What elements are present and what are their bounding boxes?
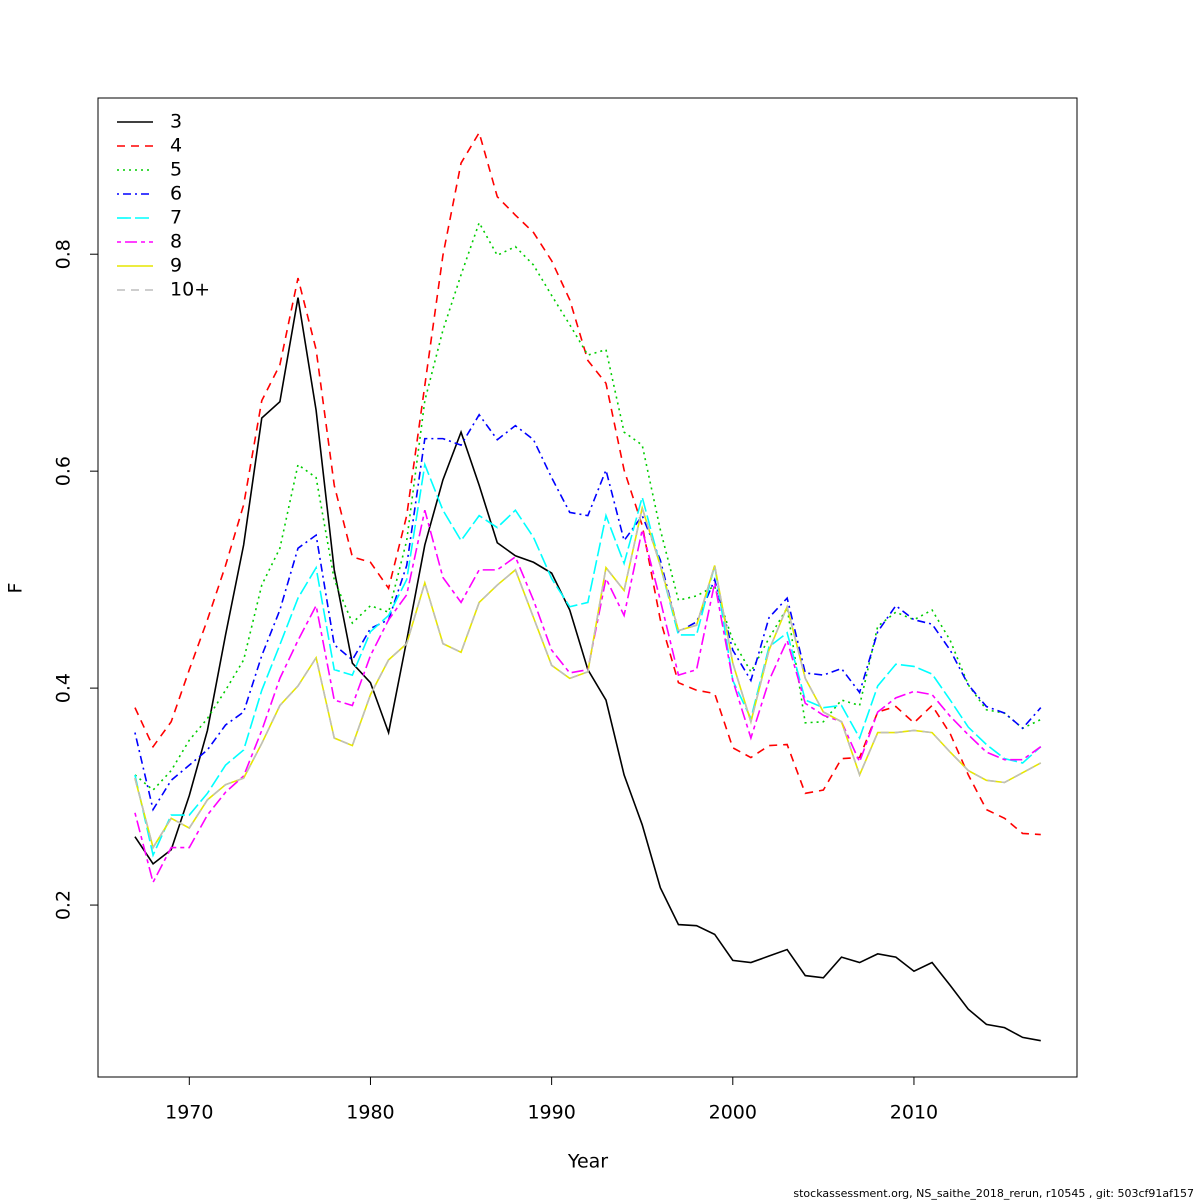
- series-line: [134, 220, 1042, 792]
- x-tick-label: 1990: [527, 1102, 575, 1124]
- series-line: [134, 413, 1042, 812]
- y-tick-label: 0.4: [53, 673, 75, 703]
- plot-frame: [97, 97, 1078, 1078]
- legend-label: 4: [170, 135, 182, 157]
- series-line: [134, 510, 1042, 885]
- x-tick-label: 2000: [709, 1102, 757, 1124]
- x-tick-label: 2010: [890, 1102, 938, 1124]
- legend-label: 8: [170, 231, 182, 253]
- legend-label: 6: [170, 183, 182, 205]
- series-line: [134, 130, 1041, 836]
- legend-label: 5: [170, 159, 182, 181]
- y-axis-label: F: [5, 583, 27, 594]
- y-tick-label: 0.6: [53, 456, 75, 486]
- legend-label: 7: [170, 207, 182, 229]
- x-axis-label: Year: [567, 1151, 608, 1173]
- x-tick-label: 1970: [165, 1102, 213, 1124]
- y-tick-label: 0.8: [53, 239, 75, 269]
- series-line: [134, 461, 1042, 858]
- legend-label: 9: [170, 255, 182, 277]
- y-tick-label: 0.2: [53, 890, 75, 920]
- series-line: [134, 504, 1042, 850]
- legend-label: 3: [170, 111, 182, 133]
- series-line: [134, 504, 1042, 850]
- footer: stockassessment.org, NS_saithe_2018_reru…: [793, 1187, 1194, 1200]
- legend-label: 10+: [170, 279, 210, 301]
- x-tick-label: 1980: [346, 1102, 394, 1124]
